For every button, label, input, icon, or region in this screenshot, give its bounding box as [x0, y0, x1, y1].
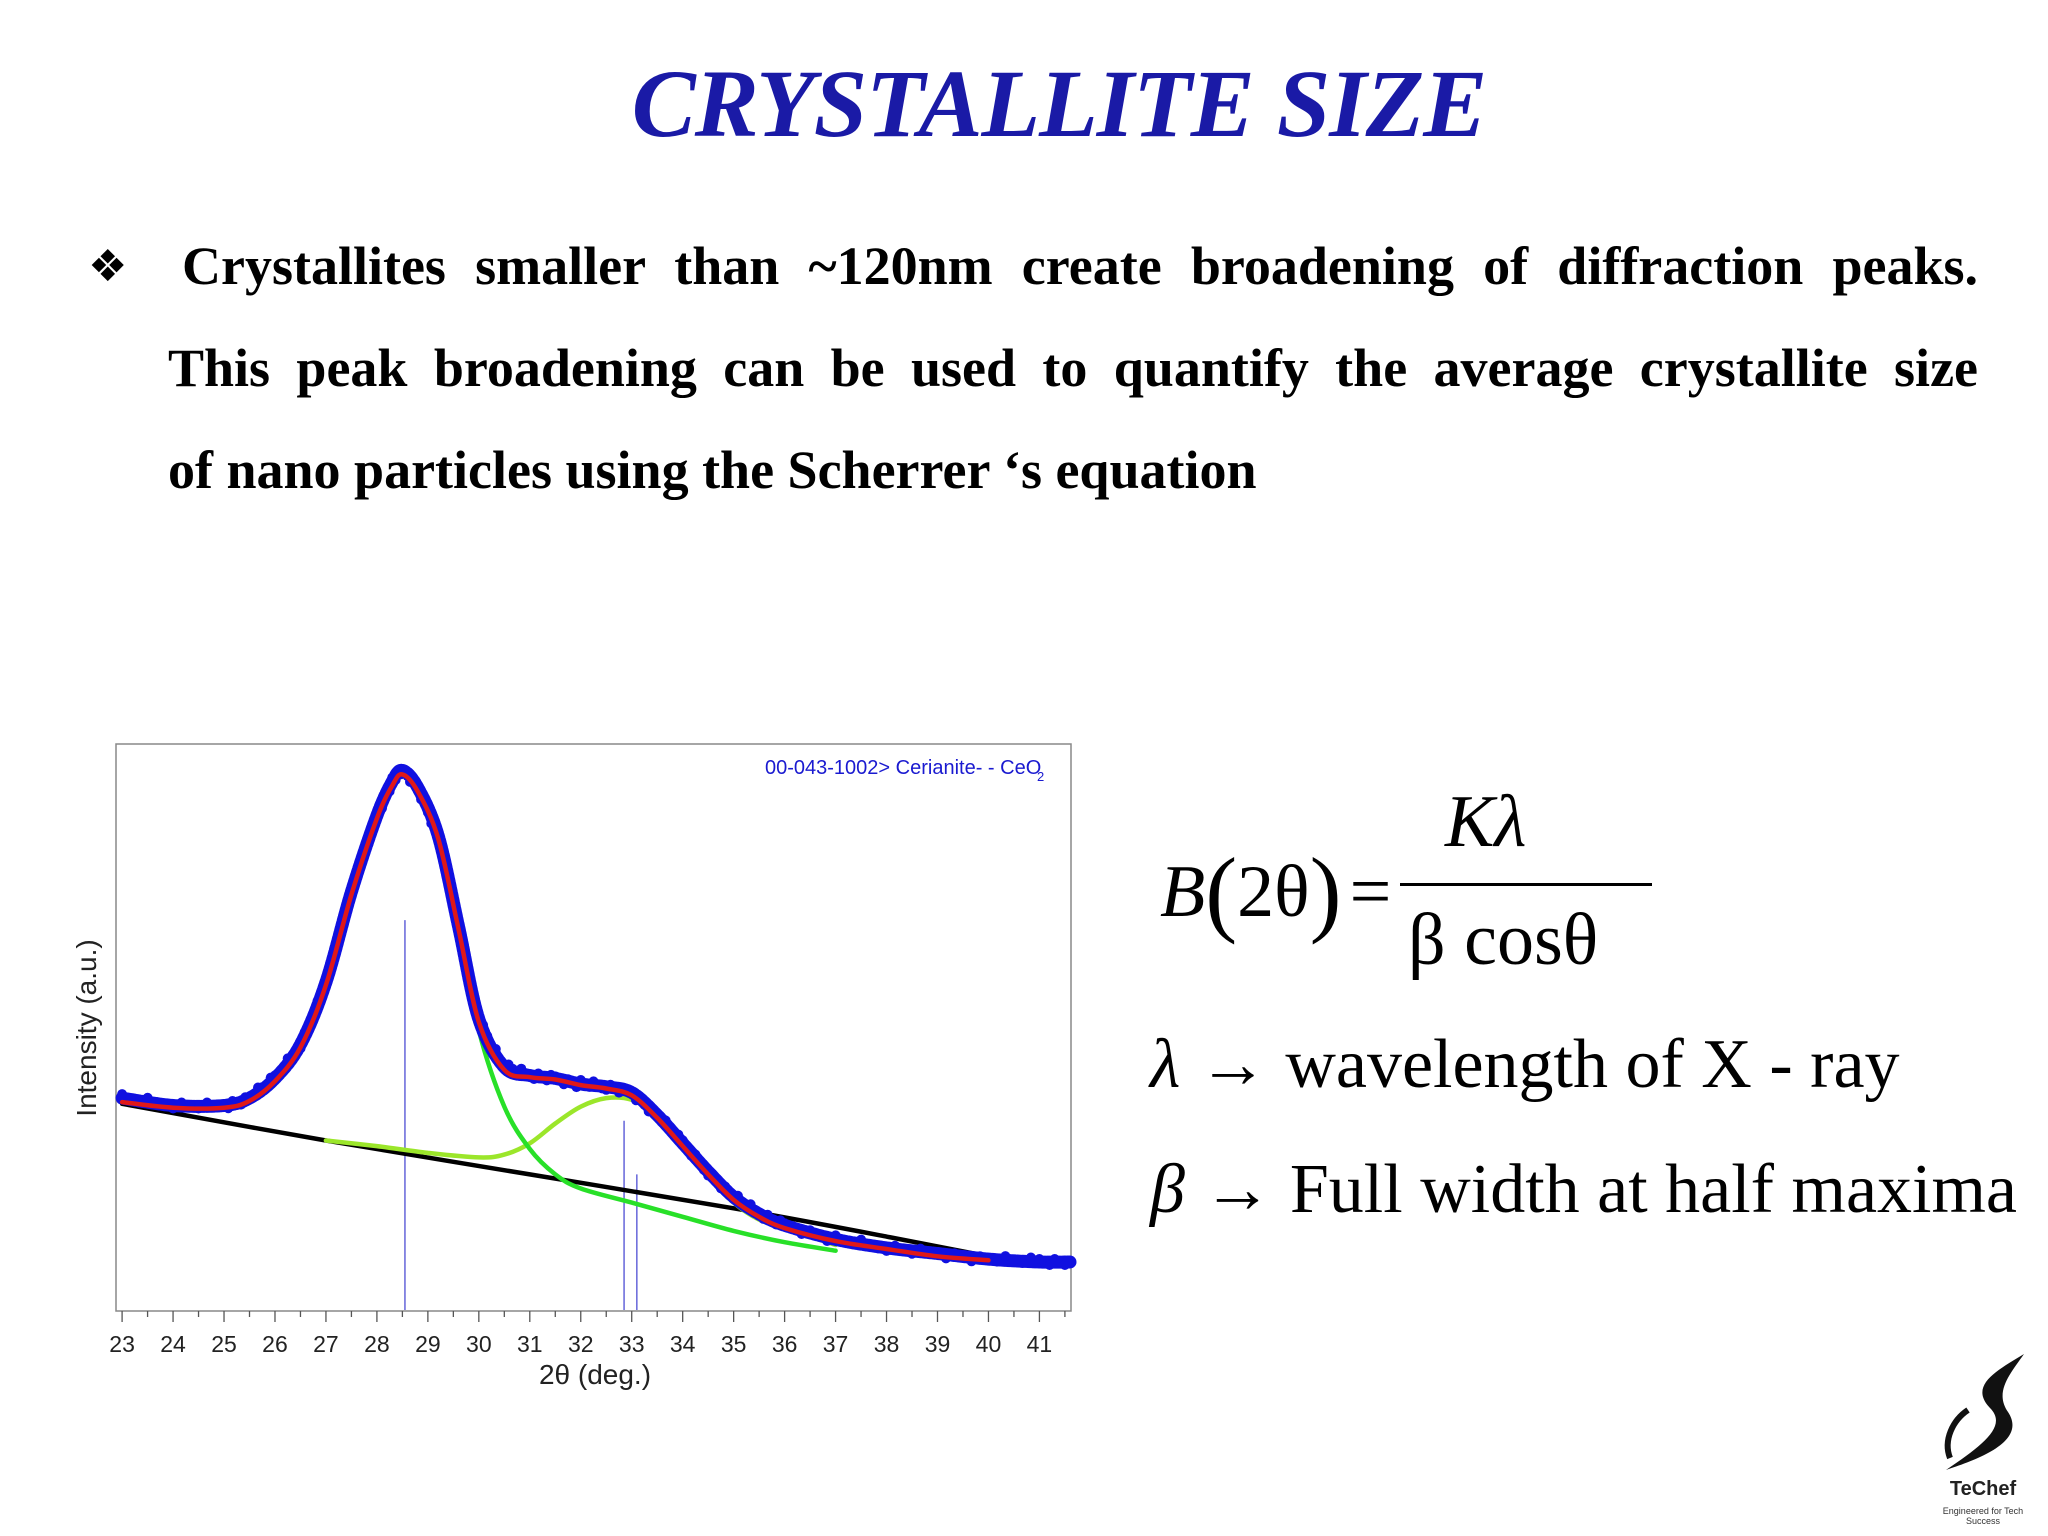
plot-frame: [115, 743, 1072, 1312]
x-tick-label: 23: [109, 1331, 135, 1357]
series-component-peak-1: [349, 772, 838, 1253]
series-baseline: [119, 1101, 991, 1259]
measured-point: [1017, 1258, 1028, 1268]
x-tick-label: 34: [670, 1331, 696, 1357]
x-tick-label: 36: [772, 1331, 798, 1357]
logo-s-icon: [1944, 1354, 2024, 1470]
measured-point: [856, 1234, 867, 1245]
beta-definition: β → Full width at half maxima: [1150, 1150, 2017, 1230]
equation-equals: =: [1349, 851, 1392, 933]
equation-lhs-arg: 2θ: [1237, 851, 1310, 933]
series-component-peak-2: [323, 1095, 838, 1248]
measured-point: [1000, 1251, 1011, 1262]
x-axis-label: 2θ (deg.): [539, 1359, 651, 1390]
chart-annotation: 00-043-1002> Cerianite- - CeO: [765, 757, 1041, 779]
measured-point: [142, 1092, 153, 1103]
measured-point: [1008, 1254, 1019, 1265]
x-tick-label: 37: [823, 1331, 849, 1357]
techef-logo: TeChef Engineered for Tech Success: [1928, 1350, 2038, 1530]
x-tick-label: 26: [262, 1331, 288, 1357]
bullet-line-2: This peak broadening can be used to quan…: [168, 338, 1978, 398]
x-tick-label: 31: [517, 1331, 543, 1357]
x-tick-label: 27: [313, 1331, 339, 1357]
fraction-bar: [1400, 883, 1652, 886]
arrow-right-icon: →: [1202, 1151, 1273, 1228]
x-tick-label: 28: [364, 1331, 390, 1357]
measured-point: [1059, 1260, 1070, 1270]
equation-numerator: Kλ: [1445, 781, 1527, 863]
logo-wordmark: TeChef: [1949, 1478, 2017, 1500]
lambda-symbol: λ: [1150, 1026, 1181, 1103]
x-tick-label: 24: [160, 1331, 186, 1357]
measured-point: [202, 1097, 212, 1108]
x-tick-label: 32: [568, 1331, 594, 1357]
slide-title: CRYSTALLITE SIZE: [631, 50, 1487, 157]
series-measured: [115, 763, 1077, 1269]
measured-point: [117, 1089, 128, 1100]
lambda-text: wavelength of X - ray: [1285, 1026, 1900, 1103]
beta-text: Full width at half maxima: [1289, 1151, 2017, 1228]
measured-point: [176, 1097, 187, 1108]
x-tick-label: 41: [1027, 1331, 1053, 1357]
x-tick-label: 29: [415, 1331, 441, 1357]
bullet-diamond-icon: ❖: [88, 241, 128, 292]
equation-denominator: β cosθ: [1408, 899, 1599, 981]
beta-symbol: β: [1150, 1151, 1185, 1228]
lambda-definition: λ → wavelength of X - ray: [1150, 1025, 1900, 1105]
measured-point: [992, 1256, 1002, 1267]
equation-lhs: B(2θ) =: [1160, 838, 1392, 945]
series-fit: [119, 772, 991, 1263]
x-tick-label: 39: [925, 1331, 951, 1357]
arrow-right-icon: →: [1197, 1026, 1268, 1103]
xrd-chart-svg: 23 24 25 26 27 28 29 30 31 32 33 34 35 36 37 38 39 40 41 0…: [71, 743, 1077, 1390]
x-tick-label: 33: [619, 1331, 645, 1357]
xrd-chart: 23 24 25 26 27 28 29 30 31 32 33 34 35 36 37 38 39 40 41 0…: [60, 730, 1090, 1410]
y-axis-label: Intensity (a.u.): [71, 939, 102, 1116]
measured-point: [830, 1230, 841, 1241]
bullet-line-1: Crystallites smaller than ~120nm create …: [182, 236, 1978, 296]
x-tick-label: 38: [874, 1331, 900, 1357]
equation-B: B: [1160, 851, 1206, 933]
x-tick-label: 35: [721, 1331, 747, 1357]
x-tick-label: 25: [211, 1331, 237, 1357]
measured-point: [915, 1243, 926, 1254]
scherrer-equation: B(2θ) = Kλ β cosθ λ → wavelength of X - r…: [1150, 780, 2030, 1280]
logo-tagline: Engineered for Tech Success: [1942, 1506, 2024, 1526]
measured-point: [1025, 1252, 1036, 1263]
chart-annotation-marker: 2: [1037, 769, 1044, 784]
bullet-line-3: of nano particles using the Scherrer ‘s …: [168, 440, 1257, 500]
x-tick-label: 30: [466, 1331, 492, 1357]
x-tick-label: 40: [976, 1331, 1002, 1357]
